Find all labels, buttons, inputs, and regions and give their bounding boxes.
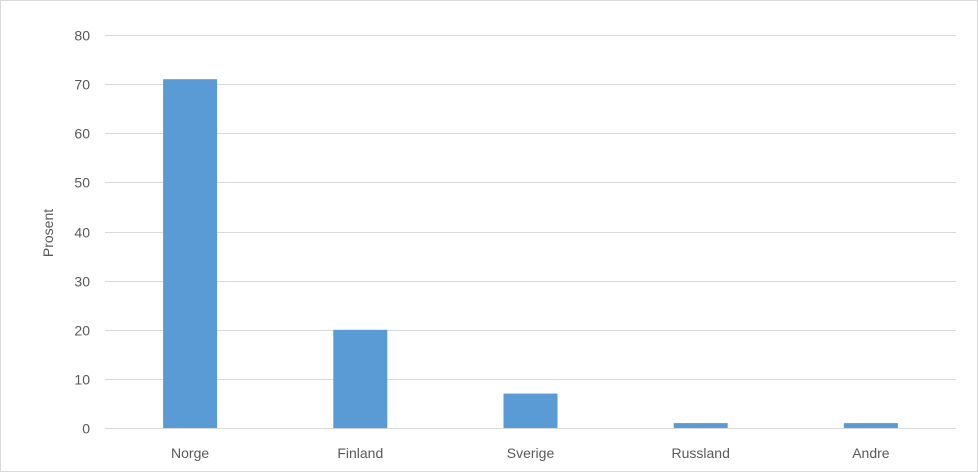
y-axis-ticks: 0 10 20 30 40 50 60 70 80: [74, 28, 90, 437]
x-axis-ticks: Norge Finland Sverige Russland Andre: [171, 445, 890, 461]
bar-finland: [333, 329, 388, 429]
y-tick-label: 40: [74, 225, 90, 241]
x-tick-label: Norge: [171, 445, 209, 461]
y-tick-label: 60: [74, 126, 90, 142]
bars: [163, 79, 898, 429]
bar-norge: [163, 79, 218, 428]
bar-russland: [673, 423, 728, 428]
y-tick-label: 80: [74, 28, 90, 44]
y-axis-title: Prosent: [40, 209, 56, 257]
gridlines: [105, 35, 956, 429]
y-tick-label: 30: [74, 274, 90, 290]
x-tick-label: Finland: [337, 445, 383, 461]
y-tick-label: 0: [82, 421, 90, 437]
y-tick-label: 70: [74, 77, 90, 93]
bar-andre: [843, 423, 898, 428]
y-tick-label: 20: [74, 323, 90, 339]
y-tick-label: 10: [74, 372, 90, 388]
x-tick-label: Andre: [852, 445, 890, 461]
bar-sverige: [503, 393, 558, 428]
x-tick-label: Russland: [672, 445, 730, 461]
y-tick-label: 50: [74, 175, 90, 191]
x-tick-label: Sverige: [507, 445, 555, 461]
